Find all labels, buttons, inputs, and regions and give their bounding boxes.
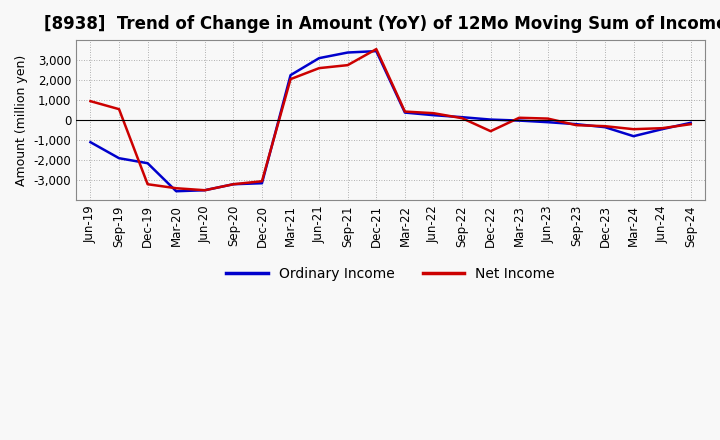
Line: Ordinary Income: Ordinary Income: [91, 51, 690, 191]
Ordinary Income: [143, 161, 152, 166]
Ordinary Income: [287, 73, 295, 78]
Ordinary Income: [544, 120, 552, 125]
Net Income: [229, 182, 238, 187]
Net Income: [200, 187, 209, 193]
Net Income: [258, 179, 266, 184]
Net Income: [486, 128, 495, 134]
Ordinary Income: [114, 156, 123, 161]
Ordinary Income: [372, 48, 381, 54]
Net Income: [515, 115, 523, 121]
Legend: Ordinary Income, Net Income: Ordinary Income, Net Income: [220, 261, 560, 286]
Net Income: [629, 127, 638, 132]
Net Income: [114, 106, 123, 112]
Ordinary Income: [658, 127, 667, 132]
Net Income: [686, 121, 695, 127]
Net Income: [544, 116, 552, 121]
Net Income: [600, 124, 609, 129]
Ordinary Income: [429, 113, 438, 118]
Net Income: [458, 116, 467, 121]
Ordinary Income: [315, 55, 323, 61]
Net Income: [143, 182, 152, 187]
Net Income: [287, 77, 295, 82]
Y-axis label: Amount (million yen): Amount (million yen): [15, 55, 28, 186]
Net Income: [343, 62, 352, 68]
Ordinary Income: [229, 182, 238, 187]
Net Income: [400, 109, 409, 114]
Net Income: [429, 110, 438, 116]
Net Income: [372, 47, 381, 52]
Line: Net Income: Net Income: [91, 49, 690, 190]
Ordinary Income: [629, 134, 638, 139]
Ordinary Income: [172, 189, 181, 194]
Title: [8938]  Trend of Change in Amount (YoY) of 12Mo Moving Sum of Incomes: [8938] Trend of Change in Amount (YoY) o…: [44, 15, 720, 33]
Ordinary Income: [600, 125, 609, 130]
Net Income: [315, 66, 323, 71]
Ordinary Income: [572, 121, 581, 127]
Ordinary Income: [343, 50, 352, 55]
Ordinary Income: [686, 120, 695, 125]
Net Income: [658, 125, 667, 131]
Ordinary Income: [458, 114, 467, 120]
Ordinary Income: [86, 139, 95, 145]
Ordinary Income: [400, 110, 409, 115]
Ordinary Income: [486, 117, 495, 122]
Net Income: [86, 99, 95, 104]
Net Income: [572, 122, 581, 128]
Ordinary Income: [258, 180, 266, 186]
Ordinary Income: [515, 118, 523, 123]
Ordinary Income: [200, 187, 209, 193]
Net Income: [172, 186, 181, 191]
